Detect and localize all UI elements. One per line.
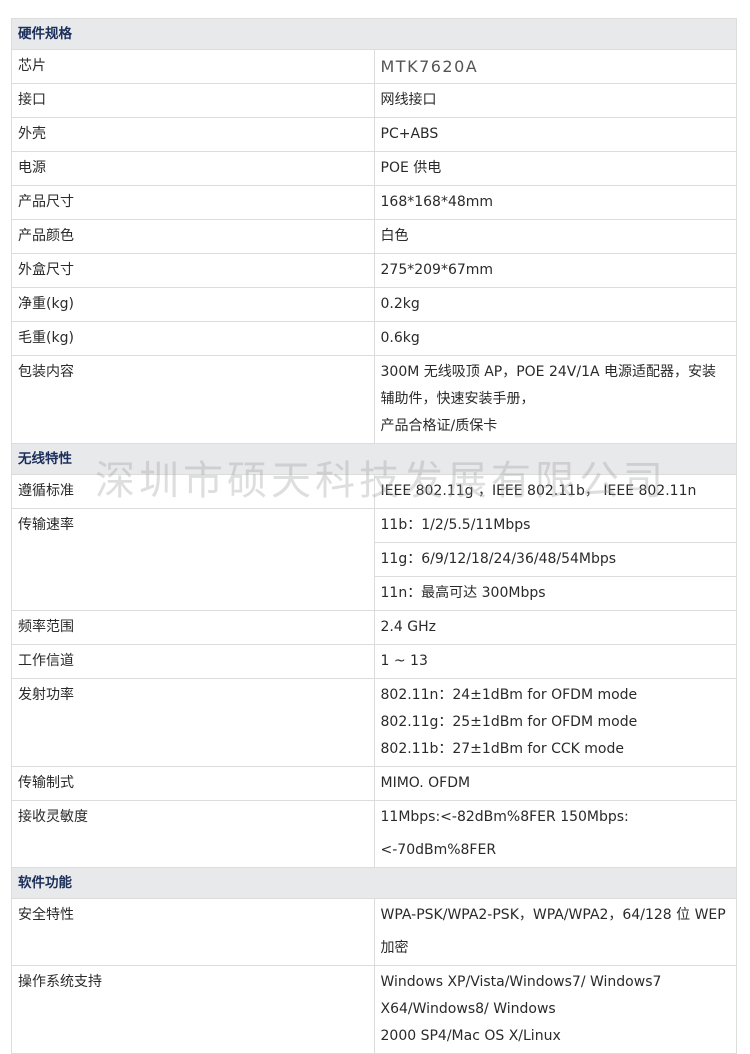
row-label: 外壳 bbox=[11, 117, 375, 152]
table-row: 频率范围 2.4 GHz bbox=[11, 610, 737, 645]
row-label: 电源 bbox=[11, 151, 375, 186]
row-value: 11n：最高可达 300Mbps bbox=[373, 576, 737, 611]
table-row: 发射功率 802.11n：24±1dBm for OFDM mode 802.11g… bbox=[11, 678, 737, 767]
row-value: 白色 bbox=[373, 219, 737, 254]
row-value: Windows XP/Vista/Windows7/ Windows7 X64/… bbox=[373, 965, 737, 1054]
value-line: 2000 SP4/Mac OS X/Linux bbox=[380, 1028, 561, 1044]
row-label: 产品颜色 bbox=[11, 219, 375, 254]
row-value: 168*168*48mm bbox=[373, 185, 737, 220]
spec-table: 硬件规格 芯片 MTK7620A 接口 网线接口 外壳 PC+ABS 电源 POE 供电 产品尺寸… bbox=[11, 18, 737, 1054]
section-header: 无线特性 bbox=[11, 443, 737, 475]
row-value: 2.4 GHz bbox=[373, 610, 737, 645]
row-value: 11b：1/2/5.5/11Mbps bbox=[373, 508, 737, 543]
row-label: 净重(kg) bbox=[11, 287, 375, 322]
table-row: 电源 POE 供电 bbox=[11, 151, 737, 186]
row-label: 包装内容 bbox=[11, 355, 375, 444]
table-row: 接收灵敏度 11Mbps:<-82dBm%8FER 150Mbps:<-70dBm… bbox=[11, 800, 737, 868]
table-row: 外壳 PC+ABS bbox=[11, 117, 737, 152]
section-title: 软件功能 bbox=[11, 867, 737, 899]
row-value: 802.11n：24±1dBm for OFDM mode 802.11g：25±… bbox=[373, 678, 737, 767]
table-row: 操作系统支持 Windows XP/Vista/Windows7/ Windows… bbox=[11, 965, 737, 1054]
row-value: 网线接口 bbox=[373, 83, 737, 118]
row-value: 275*209*67mm bbox=[373, 253, 737, 288]
table-row: 11g：6/9/12/18/24/36/48/54Mbps bbox=[12, 542, 737, 577]
row-value: 0.6kg bbox=[373, 321, 737, 356]
section-header: 硬件规格 bbox=[11, 18, 737, 50]
row-label: 芯片 bbox=[11, 49, 375, 84]
row-label: 遵循标准 bbox=[11, 474, 375, 509]
table-row: 工作信道 1 ~ 13 bbox=[11, 644, 737, 679]
row-label: 操作系统支持 bbox=[11, 965, 375, 1054]
row-value: MTK7620A bbox=[373, 49, 737, 84]
value-line: 802.11b：27±1dBm for CCK mode bbox=[380, 741, 625, 757]
row-label: 传输速率 bbox=[11, 508, 375, 611]
value-line: 802.11n：24±1dBm for OFDM mode bbox=[380, 687, 638, 703]
row-value: IEEE 802.11g ，IEEE 802.11b， IEEE 802.11n bbox=[373, 474, 737, 509]
row-label: 接口 bbox=[11, 83, 375, 118]
value-line: Windows XP/Vista/Windows7/ Windows7 X64/… bbox=[380, 974, 662, 1017]
row-label: 接收灵敏度 bbox=[11, 800, 375, 868]
table-row: 产品颜色 白色 bbox=[11, 219, 737, 254]
section-title: 硬件规格 bbox=[11, 18, 737, 50]
row-label: 工作信道 bbox=[11, 644, 375, 679]
row-value: 1 ~ 13 bbox=[373, 644, 737, 679]
row-value: 0.2kg bbox=[373, 287, 737, 322]
table-row: 外盒尺寸 275*209*67mm bbox=[11, 253, 737, 288]
table-row: 芯片 MTK7620A bbox=[11, 49, 737, 84]
table-row: 传输速率 11b：1/2/5.5/11Mbps bbox=[11, 508, 737, 611]
row-value: 11Mbps:<-82dBm%8FER 150Mbps:<-70dBm%8FER bbox=[373, 800, 737, 868]
row-label: 毛重(kg) bbox=[11, 321, 375, 356]
row-value: MIMO. OFDM bbox=[373, 766, 737, 801]
table-row: 净重(kg) 0.2kg bbox=[11, 287, 737, 322]
row-label: 发射功率 bbox=[11, 678, 375, 767]
value-line: 300M 无线吸顶 AP，POE 24V/1A 电源适配器，安装辅助件，快速安装… bbox=[380, 364, 717, 407]
table-row: 传输制式 MIMO. OFDM bbox=[11, 766, 737, 801]
table-row: 接口 网线接口 bbox=[11, 83, 737, 118]
table-row: 包装内容 300M 无线吸顶 AP，POE 24V/1A 电源适配器，安装辅助件，… bbox=[11, 355, 737, 444]
row-value: 300M 无线吸顶 AP，POE 24V/1A 电源适配器，安装辅助件，快速安装… bbox=[373, 355, 737, 444]
row-label: 频率范围 bbox=[11, 610, 375, 645]
row-label: 外盒尺寸 bbox=[11, 253, 375, 288]
row-label: 产品尺寸 bbox=[11, 185, 375, 220]
value-line: 产品合格证/质保卡 bbox=[380, 418, 498, 434]
table-row: 11n：最高可达 300Mbps bbox=[12, 576, 737, 611]
table-row: 安全特性 WPA-PSK/WPA2-PSK，WPA/WPA2，64/128 位 W… bbox=[11, 898, 737, 966]
row-value: WPA-PSK/WPA2-PSK，WPA/WPA2，64/128 位 WEP 加… bbox=[373, 898, 737, 966]
section-header: 软件功能 bbox=[11, 867, 737, 899]
row-label: 传输制式 bbox=[11, 766, 375, 801]
value-line: 802.11g：25±1dBm for OFDM mode bbox=[380, 714, 638, 730]
table-row: 产品尺寸 168*168*48mm bbox=[11, 185, 737, 220]
table-row: 毛重(kg) 0.6kg bbox=[11, 321, 737, 356]
row-value: PC+ABS bbox=[373, 117, 737, 152]
table-row: 遵循标准 IEEE 802.11g ，IEEE 802.11b， IEEE 802… bbox=[11, 474, 737, 509]
row-label: 安全特性 bbox=[11, 898, 375, 966]
row-value: 11g：6/9/12/18/24/36/48/54Mbps bbox=[373, 542, 737, 577]
section-title: 无线特性 bbox=[11, 443, 737, 475]
row-value: POE 供电 bbox=[373, 151, 737, 186]
